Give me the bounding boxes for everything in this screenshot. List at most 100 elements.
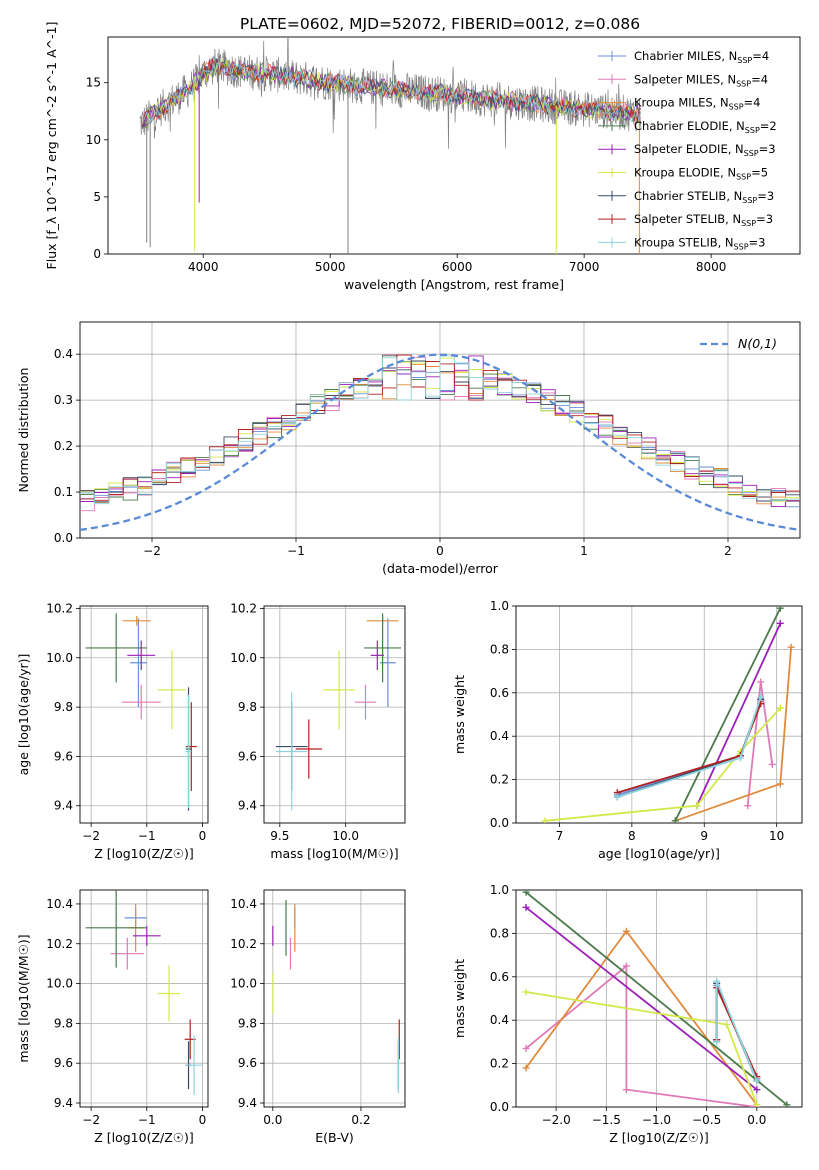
mass-weight-marker: [776, 606, 784, 612]
x-tick-label: −2: [143, 544, 161, 558]
y-axis-label: mass weight: [452, 675, 467, 754]
mass-weight-marker: [753, 1101, 761, 1107]
mass-weight-marker: [736, 754, 744, 762]
y-tick-label: 0.1: [54, 485, 73, 499]
x-tick-label: −1: [138, 829, 156, 843]
mass-weight-marker: [613, 793, 621, 801]
x-tick-label: 8000: [696, 260, 727, 274]
spectrum-legend: Chabrier MILES, NSSP=4 Salpeter MILES, NS…: [598, 49, 777, 251]
y-tick-label: 10.0: [46, 651, 73, 665]
x-axis-label: Z [log10(Z/Z☉)]: [94, 846, 194, 861]
y-tick-label: 0.0: [490, 816, 509, 830]
y-tick-label: 9.6: [54, 749, 73, 763]
x-tick-label: 6000: [442, 260, 473, 274]
y-tick-label: 9.6: [238, 749, 257, 763]
mass-weight-marker: [622, 927, 630, 935]
x-axis-label: Z [log10(Z/Z☉)]: [94, 1130, 194, 1145]
mass-weight-line: [696, 623, 782, 806]
plot-area: [272, 899, 400, 1094]
plot-area: [85, 613, 197, 811]
axes-frame: [107, 36, 801, 255]
y-axis-label: Normed distribution: [16, 368, 31, 493]
x-tick-label: 4000: [188, 260, 219, 274]
y-tick-label: 0.8: [490, 642, 509, 656]
observed-spectrum-line: [139, 37, 642, 149]
mass-weight-line: [544, 707, 781, 822]
axes-weight_vs_Z: −2.0 −1.5 −1.0 −0.5 0.0 0.0 0.2 0.4 0.6 0.8 1.0 Z […: [452, 883, 803, 1145]
legend-label: Chabrier MILES, NSSP=4: [634, 49, 769, 65]
axes-frame: [263, 605, 406, 824]
mass-weight-marker: [541, 817, 549, 823]
mass-weight-line: [675, 647, 792, 822]
y-tick-label: 9.4: [238, 1096, 257, 1110]
y-tick-label: 9.4: [54, 799, 73, 813]
y-axis-label: mass [log10(M/M☉)]: [16, 934, 31, 1062]
x-tick-label: 2: [724, 544, 732, 558]
mass-weight-marker: [522, 988, 530, 996]
mass-weight-marker: [522, 890, 530, 896]
x-axis-label: mass [log10(M/M☉)]: [270, 846, 398, 861]
model-spectrum-line: [141, 58, 641, 128]
axes-residuals: −2 −1 0 1 2 0.0 0.1 0.2 0.3 0.4 (data-model)/error…: [16, 321, 801, 576]
y-tick-label: 9.8: [238, 700, 257, 714]
x-tick-label: 8: [628, 829, 636, 843]
axes-frame: [515, 605, 803, 824]
legend-label: Salpeter ELODIE, NSSP=3: [634, 142, 776, 158]
x-tick-label: 9.5: [270, 829, 289, 843]
x-tick-label: 0: [199, 1113, 207, 1127]
mass-weight-marker: [693, 802, 701, 810]
legend-label: Salpeter STELIB, NSSP=3: [634, 212, 773, 228]
axes-spectrum: 4000 5000 6000 7000 8000 0 5 10 15 wavelength [An…: [44, 22, 801, 292]
x-tick-label: 0.0: [747, 1113, 766, 1127]
axes-frame: [79, 889, 209, 1108]
legend-label: Kroupa STELIB, NSSP=3: [634, 235, 765, 251]
legend-label: Chabrier STELIB, NSSP=3: [634, 189, 774, 205]
mass-weight-marker: [776, 780, 784, 788]
mass-weight-marker: [713, 977, 721, 985]
axes-mass_vs_EBV: 0.0 0.2 9.4 9.6 9.8 10.0 10.2 10.4 E(B-V): [230, 889, 406, 1145]
y-tick-label: 0.2: [490, 773, 509, 787]
y-tick-label: 0.6: [490, 970, 509, 984]
mass-weight-marker: [622, 1086, 630, 1094]
x-tick-label: 5000: [315, 260, 346, 274]
x-tick-label: −1: [287, 544, 305, 558]
mass-weight-marker: [757, 678, 765, 686]
x-tick-label: 0.0: [263, 1113, 282, 1127]
mass-weight-marker: [753, 1086, 761, 1094]
x-axis-label: (data-model)/error: [382, 561, 499, 576]
mass-weight-line: [715, 980, 758, 1082]
y-tick-label: 10: [86, 133, 101, 147]
y-tick-label: 10.4: [46, 897, 73, 911]
mass-weight-line: [674, 607, 782, 822]
y-tick-label: 0.4: [490, 729, 509, 743]
legend-label: Chabrier ELODIE, NSSP=2: [634, 119, 777, 135]
axes-age_vs_Z: −2 −1 0 9.4 9.6 9.8 10.0 10.2 Z [log10(Z/Z☉)] age…: [16, 601, 209, 861]
plot-area: [522, 890, 791, 1107]
figure-title: PLATE=0602, MJD=52072, FIBERID=0012, z=0…: [240, 15, 640, 33]
x-tick-label: −1.0: [642, 1113, 671, 1127]
axes-frame: [515, 889, 803, 1108]
x-tick-label: 7000: [569, 260, 600, 274]
legend-label: Kroupa MILES, NSSP=4: [634, 96, 760, 112]
y-tick-label: 10.2: [230, 937, 257, 951]
x-tick-label: 0.2: [351, 1113, 370, 1127]
x-tick-label: 10: [769, 829, 784, 843]
mass-weight-marker: [787, 643, 795, 651]
y-tick-label: 9.8: [54, 1016, 73, 1030]
x-tick-label: −2: [82, 1113, 100, 1127]
axes-frame: [79, 321, 801, 539]
axes-weight_vs_age: 7 8 9 10 0.0 0.2 0.4 0.6 0.8 1.0 age [log10(age/yr…: [452, 599, 803, 861]
y-tick-label: 9.4: [54, 1096, 73, 1110]
normal-curve: [80, 353, 800, 532]
plot-area: [139, 37, 642, 254]
mass-weight-line: [525, 991, 758, 1106]
mass-weight-line: [525, 929, 758, 1106]
y-tick-label: 0.3: [54, 393, 73, 407]
mass-weight-marker: [776, 619, 784, 627]
y-tick-label: 9.6: [54, 1056, 73, 1070]
y-tick-label: 10.4: [230, 897, 257, 911]
axes-frame: [79, 605, 209, 824]
mass-weight-marker: [753, 1077, 761, 1085]
x-tick-label: 9: [700, 829, 708, 843]
mass-weight-line: [617, 701, 762, 796]
